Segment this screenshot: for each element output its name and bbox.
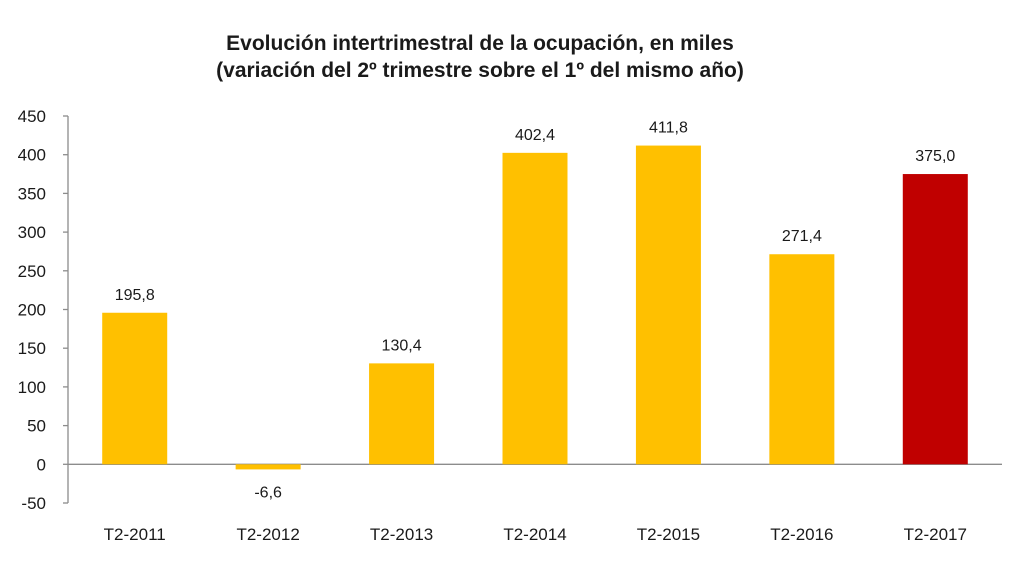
bar-t2-2014 bbox=[502, 152, 568, 465]
y-tick-label: 0 bbox=[37, 455, 46, 474]
bar-t2-2012 bbox=[235, 464, 301, 470]
y-tick-label: -50 bbox=[21, 494, 46, 513]
x-category-label: T2-2015 bbox=[637, 525, 700, 544]
bar-t2-2017 bbox=[902, 174, 968, 465]
data-label: -6,6 bbox=[254, 484, 282, 501]
x-category-label: T2-2012 bbox=[236, 525, 299, 544]
y-tick-label: 450 bbox=[18, 107, 46, 126]
data-label: 271,4 bbox=[782, 228, 822, 245]
y-tick-label: 400 bbox=[18, 146, 46, 165]
bar-t2-2016 bbox=[769, 254, 835, 465]
data-label: 402,4 bbox=[515, 127, 555, 144]
y-tick-label: 250 bbox=[18, 262, 46, 281]
data-label: 411,8 bbox=[649, 120, 688, 137]
chart-title: Evolución intertrimestral de la ocupació… bbox=[0, 30, 960, 84]
x-category-label: T2-2011 bbox=[104, 525, 166, 544]
x-category-label: T2-2014 bbox=[503, 525, 566, 544]
y-tick-label: 300 bbox=[18, 223, 46, 242]
bar-t2-2015 bbox=[635, 145, 701, 465]
y-tick-label: 350 bbox=[18, 184, 46, 203]
y-tick-label: 150 bbox=[18, 339, 46, 358]
bar-t2-2013 bbox=[369, 363, 435, 465]
x-category-label: T2-2013 bbox=[370, 525, 433, 544]
x-category-label: T2-2017 bbox=[904, 525, 967, 544]
y-tick-label: 100 bbox=[18, 378, 46, 397]
chart-title-line-2: (variación del 2º trimestre sobre el 1º … bbox=[216, 59, 744, 82]
x-category-label: T2-2016 bbox=[770, 525, 833, 544]
chart-title-line-1: Evolución intertrimestral de la ocupació… bbox=[226, 32, 734, 55]
y-tick-label: 50 bbox=[27, 417, 46, 436]
bar-t2-2011 bbox=[102, 312, 168, 465]
data-label: 375,0 bbox=[915, 148, 955, 165]
y-tick-label: 200 bbox=[18, 301, 46, 320]
data-label: 195,8 bbox=[115, 287, 155, 304]
data-label: 130,4 bbox=[382, 337, 422, 354]
